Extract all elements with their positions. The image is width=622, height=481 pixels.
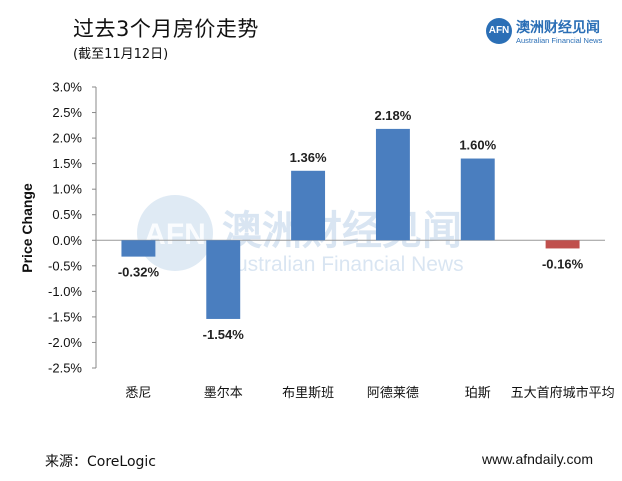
y-tick-label: 2.0% — [52, 131, 82, 146]
data-label: -0.32% — [118, 265, 160, 280]
source-note: 来源：CoreLogic — [45, 454, 156, 470]
bar — [291, 170, 326, 241]
y-tick-label: -1.5% — [48, 309, 82, 324]
x-category-label: 阿德莱德 — [367, 386, 419, 401]
bar — [375, 128, 410, 241]
y-axis: 3.0% 2.5% 2.0% 1.5% 1.0% 0.5% 0.0% -0.5% -1.0% -1… — [48, 80, 605, 376]
afn-logo: AFN 澳洲财经见闻 Australian Financial News — [486, 18, 616, 48]
data-label: 1.36% — [290, 150, 327, 165]
watermark-name-cn: 澳洲财经见闻 — [222, 208, 462, 254]
afn-logo-icon: AFN — [486, 18, 512, 44]
x-category-label: 布里斯班 — [282, 386, 334, 401]
x-category-label: 墨尔本 — [204, 386, 243, 401]
x-labels: 悉尼 墨尔本 布里斯班 阿德莱德 珀斯 五大首府城市平均 — [125, 385, 614, 401]
y-tick-label: 1.5% — [52, 156, 82, 171]
data-label: -0.16% — [542, 256, 584, 271]
data-labels: -0.32% -1.54% 1.36% 2.18% 1.60% -0.16% — [118, 108, 584, 342]
bars — [121, 128, 580, 319]
y-tick-label: -2.5% — [48, 361, 82, 376]
watermark-name-en: Australian Financial News — [222, 253, 464, 276]
y-tick-label: 1.0% — [52, 182, 82, 197]
data-label: -1.54% — [203, 327, 245, 342]
x-category-label: 珀斯 — [465, 386, 491, 401]
data-label: 1.60% — [459, 138, 496, 153]
y-tick-label: 2.5% — [52, 105, 82, 120]
y-tick-label: 0.5% — [52, 207, 82, 222]
y-tick-label: -1.0% — [48, 284, 82, 299]
y-tick-label: -0.5% — [48, 258, 82, 273]
x-category-label: 五大首府城市平均 — [511, 385, 615, 401]
chart-title: 过去3个月房价走势 — [73, 17, 259, 41]
y-tick-label: 0.0% — [52, 233, 82, 248]
logo-name-cn: 澳洲财经见闻 — [516, 20, 600, 36]
bar — [121, 240, 156, 257]
data-label: 2.18% — [374, 108, 411, 123]
bar — [206, 240, 241, 319]
bar — [545, 240, 580, 249]
y-axis-title: Price Change — [19, 183, 35, 273]
chart-subtitle: (截至11月12日) — [73, 47, 169, 62]
website-url: www.afndaily.com — [482, 451, 594, 467]
y-tick-label: 3.0% — [52, 80, 82, 95]
watermark-circle — [137, 195, 213, 271]
x-category-label: 悉尼 — [125, 386, 151, 401]
logo-name-en: Australian Financial News — [516, 36, 603, 45]
y-tick-label: -2.0% — [48, 335, 82, 350]
bar — [460, 158, 495, 241]
